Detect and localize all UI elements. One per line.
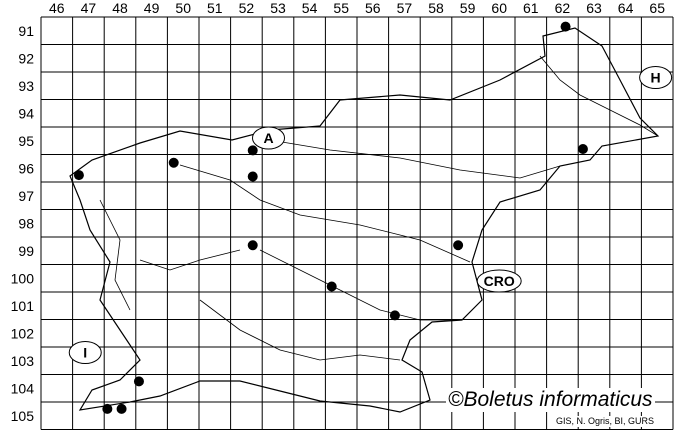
column-label: 49 — [144, 0, 160, 16]
occurrence-dot — [326, 281, 337, 292]
country-labels: A H CRO I — [68, 66, 673, 364]
column-label: 53 — [270, 0, 286, 16]
occurrence-dot — [560, 21, 571, 32]
occurrence-dot — [73, 170, 84, 181]
source-attribution: GIS, N. Ogris, BI, GURS — [555, 416, 656, 427]
row-label: 100 — [11, 270, 35, 286]
column-label: 60 — [491, 0, 507, 16]
column-label: 48 — [112, 0, 128, 16]
row-label: 97 — [18, 188, 34, 204]
row-label: 94 — [18, 105, 34, 121]
occurrence-dot — [247, 145, 258, 156]
country-label: I — [83, 345, 87, 361]
river — [99, 199, 131, 311]
copyright-credit: ©Boletus informaticus — [446, 388, 655, 412]
column-label: 52 — [239, 0, 255, 16]
column-label: 64 — [618, 0, 634, 16]
country-label: CRO — [484, 273, 515, 289]
country-label-ellipse — [639, 66, 673, 89]
occurrence-dot — [133, 376, 144, 387]
occurrence-dot — [453, 240, 464, 251]
column-label: 65 — [649, 0, 665, 16]
column-label: 55 — [333, 0, 349, 16]
river — [539, 55, 659, 137]
row-label: 105 — [11, 408, 35, 424]
column-label: 62 — [555, 0, 571, 16]
occurrence-markers — [73, 21, 588, 414]
row-label: 102 — [11, 325, 35, 341]
country-label: A — [263, 130, 273, 146]
occurrence-dot — [247, 171, 258, 182]
row-label: 92 — [18, 50, 34, 66]
row-label: 98 — [18, 215, 34, 231]
column-label: 46 — [49, 0, 65, 16]
river — [179, 164, 471, 263]
column-label: 54 — [302, 0, 318, 16]
grid-lines — [40, 16, 674, 430]
country-label: H — [651, 70, 661, 86]
rivers — [99, 55, 659, 361]
grid-labels: 46 47 48 49 50 51 52 53 54 55 56 57 58 59 60 61 62 63 64 65… — [11, 0, 666, 424]
column-label: 59 — [460, 0, 476, 16]
row-label: 103 — [11, 353, 35, 369]
column-label: 58 — [428, 0, 444, 16]
column-label: 61 — [523, 0, 539, 16]
country-label-ellipse — [68, 341, 102, 364]
country-outline — [69, 27, 660, 413]
row-label: 96 — [18, 160, 34, 176]
column-label: 56 — [365, 0, 381, 16]
occurrence-dot — [577, 144, 588, 154]
country-label-ellipse — [476, 269, 522, 293]
river — [269, 139, 561, 179]
row-label: 95 — [18, 133, 34, 149]
column-label: 63 — [586, 0, 602, 16]
column-label: 51 — [207, 0, 223, 16]
river — [259, 249, 462, 321]
occurrence-dot — [247, 240, 258, 251]
river — [199, 299, 401, 361]
row-label: 104 — [11, 380, 35, 396]
column-label: 47 — [81, 0, 97, 16]
column-label: 57 — [397, 0, 413, 16]
column-label: 50 — [175, 0, 191, 16]
country-label-ellipse — [252, 126, 286, 150]
slovenia-border — [69, 27, 660, 413]
row-label: 93 — [18, 78, 34, 94]
occurrence-dot — [102, 403, 113, 414]
row-label: 91 — [18, 23, 34, 39]
occurrence-dot — [168, 157, 179, 168]
occurrence-dot — [389, 310, 400, 321]
river — [139, 249, 241, 271]
row-label: 99 — [18, 243, 34, 259]
row-label: 101 — [11, 298, 35, 314]
occurrence-dot — [116, 403, 127, 414]
